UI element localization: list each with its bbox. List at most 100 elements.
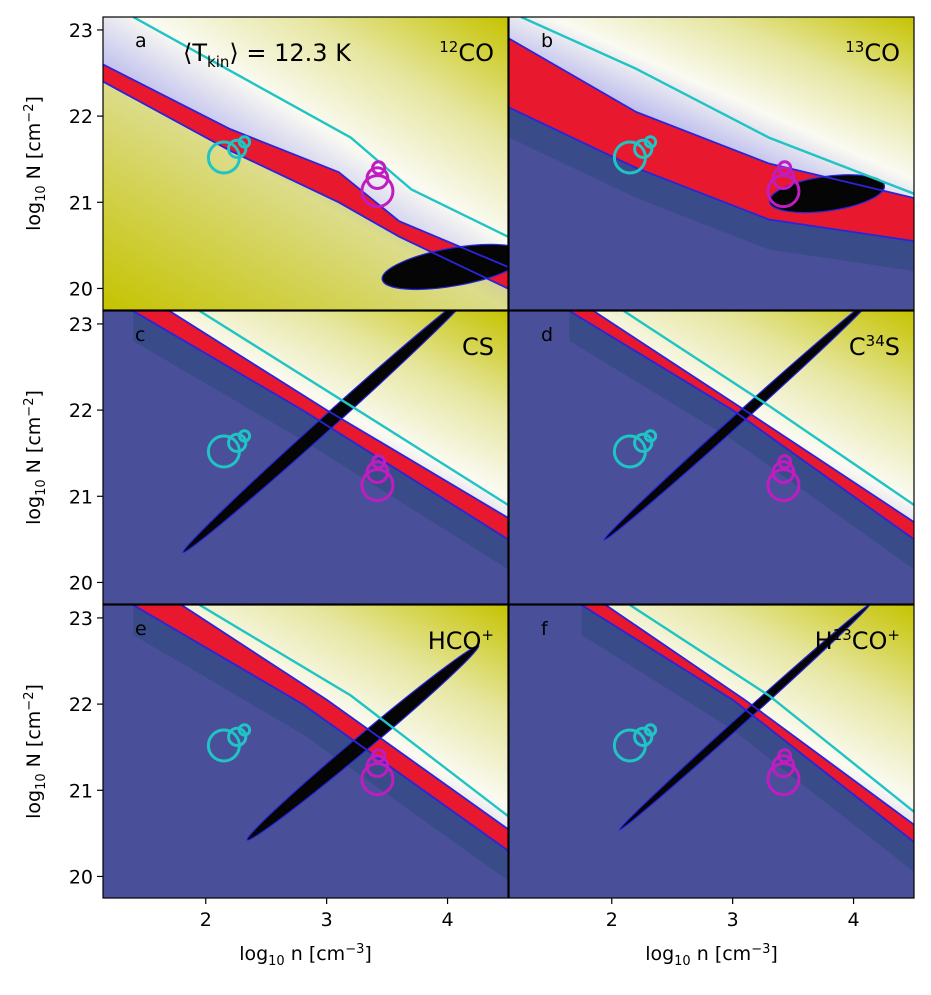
magenta-marker	[777, 160, 793, 176]
blue-contour-lower	[103, 80, 508, 290]
y-tick-label: 23	[69, 20, 93, 42]
panel-f: f H13CO+	[508, 604, 915, 899]
y-axis-label: log10 N [cm−2]	[22, 96, 49, 231]
panel-frame	[102, 604, 509, 899]
shadow-band	[133, 311, 508, 570]
molecule-label: H13CO+	[815, 626, 900, 655]
blue-contour-upper	[509, 37, 914, 199]
blue-contour-lower	[132, 605, 508, 852]
cyan-marker	[227, 432, 248, 453]
y-axis-label: log10 N [cm−2]	[22, 684, 49, 819]
cyan-marker	[643, 135, 658, 149]
blue-contour-lower	[509, 106, 914, 242]
magenta-marker	[365, 460, 390, 484]
y-tick-label: 23	[69, 608, 93, 630]
cyan-marker	[227, 138, 248, 159]
x-axis-label: log10 n [cm−3]	[645, 942, 778, 969]
panel-d: d C34S	[508, 310, 915, 605]
panel-letter: f	[541, 618, 549, 640]
blue-contour-lower	[132, 311, 508, 541]
best-fit-ellipse	[246, 644, 480, 841]
y-tick-label: 20	[69, 572, 93, 594]
y-tick-label: 23	[69, 314, 93, 336]
cyan-marker	[237, 429, 252, 443]
panel-letter: a	[135, 30, 147, 52]
panel-c: c CS	[102, 310, 509, 605]
magenta-marker	[766, 762, 801, 797]
y-tick-label: 22	[69, 694, 93, 716]
red-band	[103, 64, 508, 289]
best-fit-ellipse	[603, 311, 875, 541]
panel-frame	[508, 604, 915, 899]
blue-contour-upper	[169, 311, 508, 519]
magenta-marker	[766, 468, 801, 503]
cyan-contour	[520, 17, 914, 195]
cyan-marker	[643, 429, 658, 443]
x-axis-label: log10 n [cm−3]	[239, 942, 372, 969]
magenta-marker	[777, 748, 793, 764]
blue-contour-lower	[581, 605, 914, 843]
panel-frame	[102, 310, 509, 605]
x-tick-label: 4	[442, 909, 454, 931]
blue-contour-lower	[568, 311, 914, 541]
shadow-band	[581, 605, 914, 872]
magenta-marker	[766, 174, 801, 209]
upper-gradient-region	[103, 17, 508, 267]
magenta-marker	[771, 166, 796, 190]
shadow-band	[569, 311, 914, 570]
cyan-marker	[227, 726, 248, 747]
molecule-label: HCO+	[428, 626, 494, 655]
panel-frame	[102, 16, 509, 311]
best-fit-ellipse	[381, 243, 508, 291]
panel-a: a 12CO ⟨Tkin⟩ = 12.3 K	[102, 16, 509, 311]
upper-gradient-region	[103, 605, 508, 830]
panels-group: a 12CO ⟨Tkin⟩ = 12.3 K b 13CO c CS d C34S e HCO+ f H…	[102, 16, 915, 899]
panel-letter: c	[135, 324, 145, 346]
panel-b: b 13CO	[508, 16, 915, 311]
blue-contour-upper	[593, 311, 914, 523]
cyan-marker	[633, 726, 654, 747]
y-tick-label: 21	[69, 486, 93, 508]
panel-e: e HCO+	[102, 604, 509, 899]
cyan-contour	[132, 17, 508, 238]
y-tick-label: 22	[69, 400, 93, 422]
magenta-marker	[371, 748, 387, 764]
magenta-marker	[360, 174, 395, 209]
panel-frame	[508, 310, 915, 605]
y-axis-label: log10 N [cm−2]	[22, 390, 49, 525]
molecule-label: 12CO	[439, 38, 494, 67]
shadow-band	[509, 107, 914, 272]
y-tick-label: 20	[69, 866, 93, 888]
magenta-marker	[360, 762, 395, 797]
cyan-marker	[633, 138, 654, 159]
lower-gradient-region	[103, 81, 508, 310]
panel-letter: b	[541, 30, 553, 52]
magenta-marker	[771, 754, 796, 778]
cyan-contour	[629, 605, 914, 813]
cyan-marker	[633, 432, 654, 453]
x-tick-label: 3	[727, 909, 739, 931]
molecule-label: CS	[462, 333, 494, 361]
x-tick-label: 2	[200, 909, 212, 931]
blue-contour-upper	[181, 605, 508, 830]
upper-gradient-region	[509, 311, 914, 523]
y-tick-label: 22	[69, 106, 93, 128]
panel-letter: e	[135, 618, 147, 640]
magenta-marker	[365, 166, 390, 190]
magenta-marker	[371, 454, 387, 470]
molecule-label: C34S	[849, 332, 900, 361]
cyan-marker	[643, 723, 658, 737]
magenta-marker	[771, 460, 796, 484]
cyan-contour	[199, 605, 508, 818]
magenta-marker	[371, 160, 387, 176]
x-tick-label: 4	[848, 909, 860, 931]
blue-contour-upper	[103, 63, 508, 268]
magenta-marker	[777, 454, 793, 470]
x-tick-label: 3	[321, 909, 333, 931]
x-tick-label: 2	[606, 909, 618, 931]
cyan-marker	[237, 135, 252, 149]
magenta-marker	[365, 754, 390, 778]
temperature-annotation: ⟨Tkin⟩ = 12.3 K	[183, 39, 352, 71]
